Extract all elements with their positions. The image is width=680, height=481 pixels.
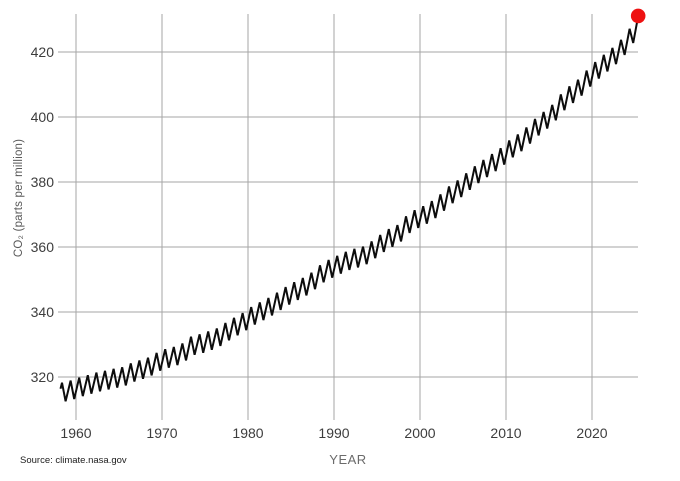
source-note: Source: climate.nasa.gov [20, 455, 127, 466]
x-tick-label: 1990 [318, 425, 349, 441]
y-axis-title: CO₂ (parts per million) [13, 138, 25, 258]
y-tick-label: 380 [31, 174, 55, 190]
latest-value-marker [630, 8, 646, 24]
x-tick-label: 1960 [60, 425, 91, 441]
x-tick-label: 2000 [404, 425, 435, 441]
x-tick-label: 2020 [576, 425, 607, 441]
x-axis-title: YEAR [329, 452, 367, 467]
y-tick-label: 360 [31, 239, 55, 255]
x-tick-label: 1980 [232, 425, 263, 441]
y-tick-label: 420 [31, 44, 55, 60]
x-tick-label: 2010 [490, 425, 521, 441]
y-tick-label: 320 [31, 369, 55, 385]
co2-line [59, 15, 640, 402]
y-tick-label: 340 [31, 304, 55, 320]
x-tick-label: 1970 [146, 425, 177, 441]
y-tick-label: 400 [31, 109, 55, 125]
